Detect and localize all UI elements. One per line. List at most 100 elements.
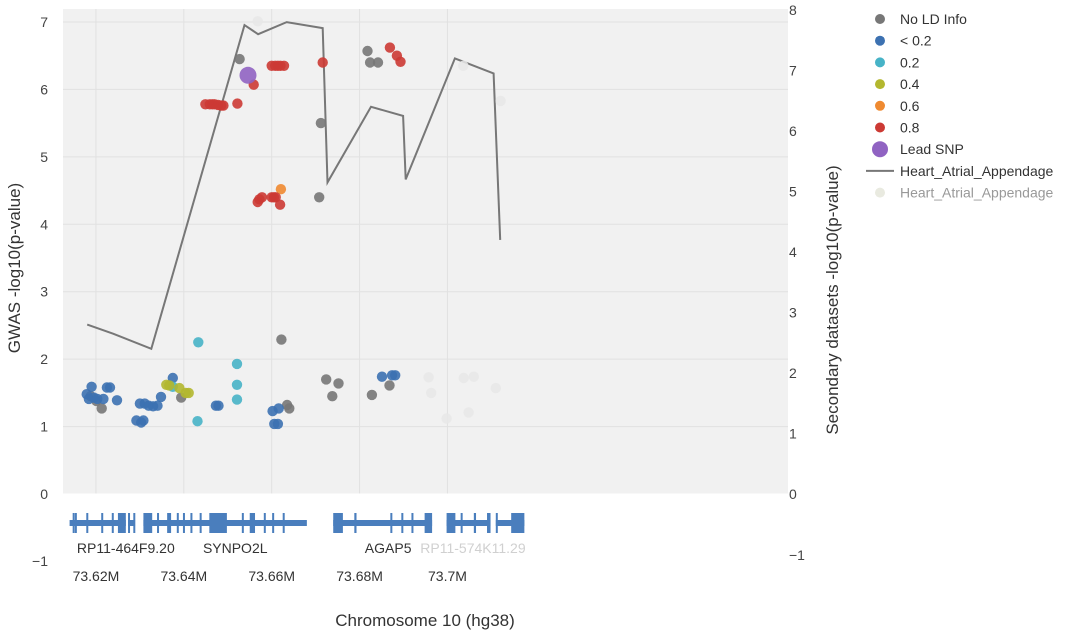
gene-exon [128,513,131,533]
gene-body-rp11-464f9-20-b [128,520,136,526]
point-no-ld-info [96,403,107,414]
y2-tick-label: 4 [789,244,797,260]
point-0-8 [317,57,328,68]
y-tick-label: 0 [40,486,48,502]
gene-exon [167,513,172,533]
y2-tick-label: 7 [789,63,797,79]
y-tick-label: 2 [40,351,48,367]
gene-exon [411,513,414,533]
point-0-2 [231,394,243,405]
legend-label: Lead SNP [900,141,964,157]
point-no-ld-info [284,403,295,414]
point-ld-lt-0-2 [86,381,97,392]
legend-dot-swatch [875,35,885,46]
gene-label-rp11-464f9-20: RP11-464F9.20 [77,540,175,556]
point-ld-lt-0-2 [272,418,284,430]
point-ld-lt-0-2 [98,393,109,405]
gene-exon [176,513,179,533]
axes-layer: 0 1 2 3 4 5 6 7 −1 0 1 2 3 4 5 6 7 8 −1 73.62M 73.64M 73.66M 7… [32,2,805,584]
y2-tick-label: 2 [789,365,797,381]
legend-label: < 0.2 [900,33,932,49]
point-0-8 [384,42,396,53]
legend-dot-swatch [875,187,885,198]
point-ld-lt-0-2 [273,403,284,414]
y2-tick-label: 3 [789,305,797,321]
secondary-line-layer [86,21,502,351]
y-tick-label: 3 [40,284,48,300]
point-0-4 [183,387,194,399]
gene-body-rp11-464f9-20 [69,520,126,526]
gene-exon [133,513,136,533]
gene-exon [86,513,89,533]
gene-exon [157,513,160,533]
point-0-6 [275,184,287,195]
gene-exon [511,513,525,533]
point-0-8 [218,100,229,111]
gene-exon [263,513,266,533]
point-no-ld-info [327,391,338,402]
point-0-8 [256,192,268,203]
gene-exon [473,513,477,533]
y-tick-label: 7 [40,14,48,30]
legend-label: 0.6 [900,98,920,114]
gene-exon [143,513,153,533]
point-ld-lt-0-2 [138,415,149,426]
point-no-ld-info [384,380,395,391]
y-tick-label: −1 [32,553,48,569]
gene-label-rp11-574k11-29: RP11-574K11.29 [420,540,526,556]
point-ld-lt-0-2 [390,370,401,381]
legend-label: No LD Info [900,11,967,27]
point-no-ld-info [315,117,327,129]
point-heart-atrial-appendage [468,371,479,382]
point-0-8 [278,60,290,71]
gene-exon [199,513,202,533]
x-axis-title: Chromosome 10 (hg38) [335,611,515,630]
gene-exon [390,513,393,533]
point-ld-lt-0-2 [213,400,224,411]
point-lead-snp [239,66,257,84]
y-tick-label: 6 [40,81,48,97]
gene-exon [354,513,357,533]
x-tick-label: 73.64M [160,568,207,584]
point-heart-atrial-appendage [441,413,452,424]
y-tick-label: 5 [40,149,48,165]
gene-body-agap5 [333,520,433,526]
y-axis-title: GWAS -log10(p-value) [5,183,24,353]
point-no-ld-info [372,57,384,68]
x-tick-label: 73.66M [248,568,295,584]
y2-tick-label: 0 [789,486,797,502]
point-no-ld-info [321,374,332,385]
point-no-ld-info [276,334,287,345]
points-layer [81,16,506,430]
gene-exon [111,513,114,533]
y2-tick-label: 1 [789,426,797,442]
legend-label: Heart_Atrial_Appendage [900,163,1054,179]
point-heart-atrial-appendage [495,95,506,107]
gene-exon [182,513,185,533]
y2-tick-label: −1 [789,547,805,563]
gene-exon [333,513,343,533]
point-0-4 [164,380,175,391]
legend-label: 0.2 [900,54,920,70]
legend-dot-swatch [875,122,885,133]
point-no-ld-info [366,389,378,401]
point-no-ld-info [234,53,245,65]
legend-dot-swatch [872,141,888,158]
y-tick-label: 4 [40,216,48,232]
point-ld-lt-0-2 [104,382,116,393]
gene-exon [101,513,104,533]
point-no-ld-info [362,45,373,57]
legend: No LD Info < 0.2 0.2 0.4 0.6 0.8 Lead SNP Heart… [866,11,1054,201]
gene-label-agap5: AGAP5 [365,540,412,556]
legend-label: 0.4 [900,76,920,92]
y2-axis-title: Secondary datasets -log10(p-value) [823,165,842,434]
gene-exon [209,513,227,533]
gene-exon [241,513,244,533]
series-line-heart-atrial-appendage [86,21,502,351]
gene-exon [249,513,256,533]
legend-label: Heart_Atrial_Appendage [900,185,1054,201]
point-ld-lt-0-2 [376,371,388,382]
point-0-2 [193,337,204,348]
